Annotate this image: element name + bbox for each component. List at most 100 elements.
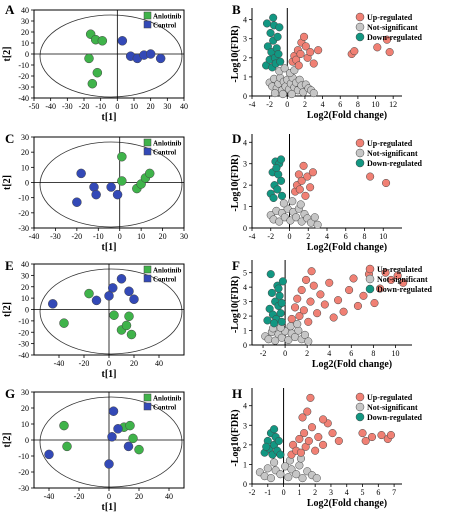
x-tick-label: 4 — [321, 100, 325, 109]
x-tick-label: 40 — [180, 102, 188, 111]
data-point — [334, 436, 343, 445]
data-point — [108, 283, 118, 293]
legend-label: Anlotinib — [153, 267, 182, 275]
x-axis-label: Log2(Fold change) — [307, 110, 387, 121]
series-not-significant — [261, 319, 313, 346]
y-tick-label: 0 — [25, 179, 29, 188]
data-point — [300, 32, 309, 41]
data-point — [302, 275, 311, 284]
data-point — [84, 53, 94, 64]
data-point — [59, 420, 69, 431]
y-tick-label: 20 — [21, 404, 29, 413]
data-point — [312, 474, 321, 483]
legend-label: Control — [153, 149, 176, 157]
legend-swatch — [143, 20, 152, 29]
data-point — [59, 318, 69, 328]
x-tick-label: -10 — [93, 232, 104, 241]
panel-letter: G — [5, 386, 15, 401]
y-tick-label: 3 — [243, 35, 247, 44]
x-axis-label: t[1] — [102, 369, 117, 380]
data-point — [345, 285, 354, 295]
data-point — [309, 59, 318, 68]
x-tick-label: 2 — [303, 100, 307, 109]
data-point — [106, 182, 116, 192]
data-point — [366, 172, 375, 181]
hotelling-ellipse — [39, 141, 183, 228]
x-tick-label: 8 — [356, 100, 360, 109]
data-point — [274, 49, 283, 59]
panel-letter: D — [232, 131, 241, 146]
x-tick-label: 5 — [361, 488, 365, 497]
data-point — [134, 444, 144, 455]
x-tick-label: -20 — [72, 232, 83, 241]
legend-label: Down-regulated — [367, 413, 423, 422]
y-tick-label: 1 — [243, 73, 247, 82]
data-point — [274, 284, 283, 293]
data-point — [108, 406, 119, 416]
data-point — [303, 407, 312, 416]
x-tick-label: -40 — [29, 232, 40, 241]
data-point — [266, 474, 275, 483]
data-point — [349, 274, 358, 283]
data-point — [125, 420, 135, 431]
x-tick-label: -2 — [266, 100, 273, 109]
x-axis-label: t[1] — [102, 502, 117, 513]
data-point — [278, 277, 287, 286]
x-tick-label: 0 — [285, 100, 289, 109]
data-point — [277, 299, 286, 308]
data-point — [91, 295, 102, 306]
series-control — [72, 168, 123, 207]
data-point — [116, 274, 127, 284]
data-point — [319, 415, 328, 424]
legend-label: Not-significant — [377, 275, 428, 284]
series-not-significant — [265, 64, 318, 99]
data-point — [299, 161, 308, 170]
data-point — [370, 299, 379, 308]
data-point — [117, 151, 127, 162]
data-point — [144, 168, 155, 179]
y-tick-label: 5 — [243, 269, 247, 278]
x-tick-label: 20 — [135, 492, 143, 501]
x-tick-label: 10 — [391, 349, 399, 358]
x-tick-label: -40 — [44, 492, 55, 501]
data-point — [104, 459, 114, 469]
data-point — [309, 281, 318, 290]
x-tick-label: 30 — [163, 102, 171, 111]
data-point — [350, 47, 359, 56]
data-point — [382, 178, 391, 188]
y-tick-label: 0 — [243, 480, 247, 489]
data-point — [304, 337, 313, 346]
x-tick-label: 10 — [137, 232, 145, 241]
data-point — [126, 329, 137, 340]
x-tick-label: -40 — [54, 359, 65, 368]
data-point — [97, 36, 108, 46]
legend-marker — [355, 392, 365, 402]
data-point — [287, 314, 296, 324]
data-point — [306, 183, 315, 192]
panel-letter: F — [232, 258, 240, 273]
legend-swatch — [143, 402, 152, 411]
data-point — [308, 168, 317, 177]
x-axis-label: Log2(Fold change) — [312, 359, 392, 370]
y-tick-label: -10 — [18, 194, 29, 203]
data-point — [381, 268, 390, 277]
y-tick-label: -40 — [18, 94, 29, 103]
data-point — [113, 424, 123, 434]
data-point — [298, 413, 307, 422]
data-point — [313, 220, 322, 229]
y-tick-label: 0 — [243, 341, 247, 350]
y-tick-label: 3 — [243, 421, 247, 430]
x-tick-label: 0 — [288, 232, 292, 241]
data-point — [155, 53, 166, 64]
data-point — [84, 288, 94, 299]
series-up-regulated — [288, 32, 394, 70]
series-down-regulated — [262, 13, 285, 72]
data-point — [373, 43, 382, 52]
data-point — [124, 286, 134, 297]
panel-letter: E — [5, 258, 14, 273]
y-tick-label: 3 — [243, 298, 247, 307]
panel-letter: C — [5, 131, 14, 146]
x-axis-label: t[1] — [102, 112, 117, 123]
x-tick-label: 6 — [344, 232, 348, 241]
data-point — [306, 297, 315, 306]
